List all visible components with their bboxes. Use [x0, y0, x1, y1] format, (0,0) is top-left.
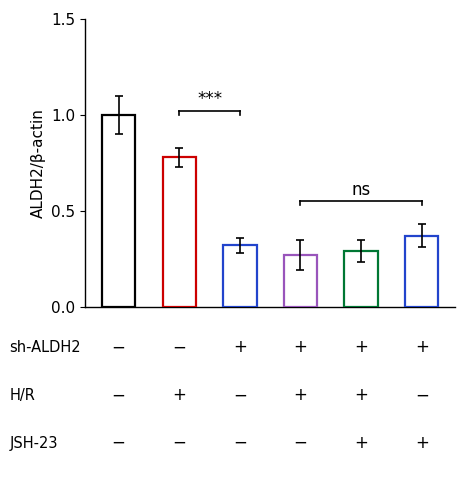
- Text: sh-ALDH2: sh-ALDH2: [9, 340, 81, 355]
- Bar: [405, 236, 438, 307]
- Text: −: −: [233, 434, 247, 452]
- Text: +: +: [415, 434, 428, 452]
- Text: −: −: [112, 386, 126, 404]
- Text: −: −: [173, 434, 186, 452]
- Text: ns: ns: [351, 181, 371, 199]
- Text: +: +: [354, 338, 368, 356]
- Text: −: −: [233, 386, 247, 404]
- Text: +: +: [415, 338, 428, 356]
- Text: JSH-23: JSH-23: [9, 435, 58, 451]
- Text: −: −: [415, 386, 428, 404]
- Bar: [102, 115, 135, 307]
- Bar: [163, 157, 196, 307]
- Text: +: +: [354, 434, 368, 452]
- Text: −: −: [293, 434, 308, 452]
- Bar: [284, 255, 317, 307]
- Text: +: +: [173, 386, 186, 404]
- Text: −: −: [112, 434, 126, 452]
- Text: +: +: [233, 338, 247, 356]
- Text: ***: ***: [197, 90, 222, 108]
- Bar: [223, 245, 256, 307]
- Text: −: −: [112, 338, 126, 356]
- Text: −: −: [173, 338, 186, 356]
- Text: +: +: [354, 386, 368, 404]
- Y-axis label: ALDH2/β-actin: ALDH2/β-actin: [31, 108, 46, 218]
- Text: +: +: [293, 338, 308, 356]
- Text: H/R: H/R: [9, 388, 36, 403]
- Text: +: +: [293, 386, 308, 404]
- Bar: [345, 251, 378, 307]
